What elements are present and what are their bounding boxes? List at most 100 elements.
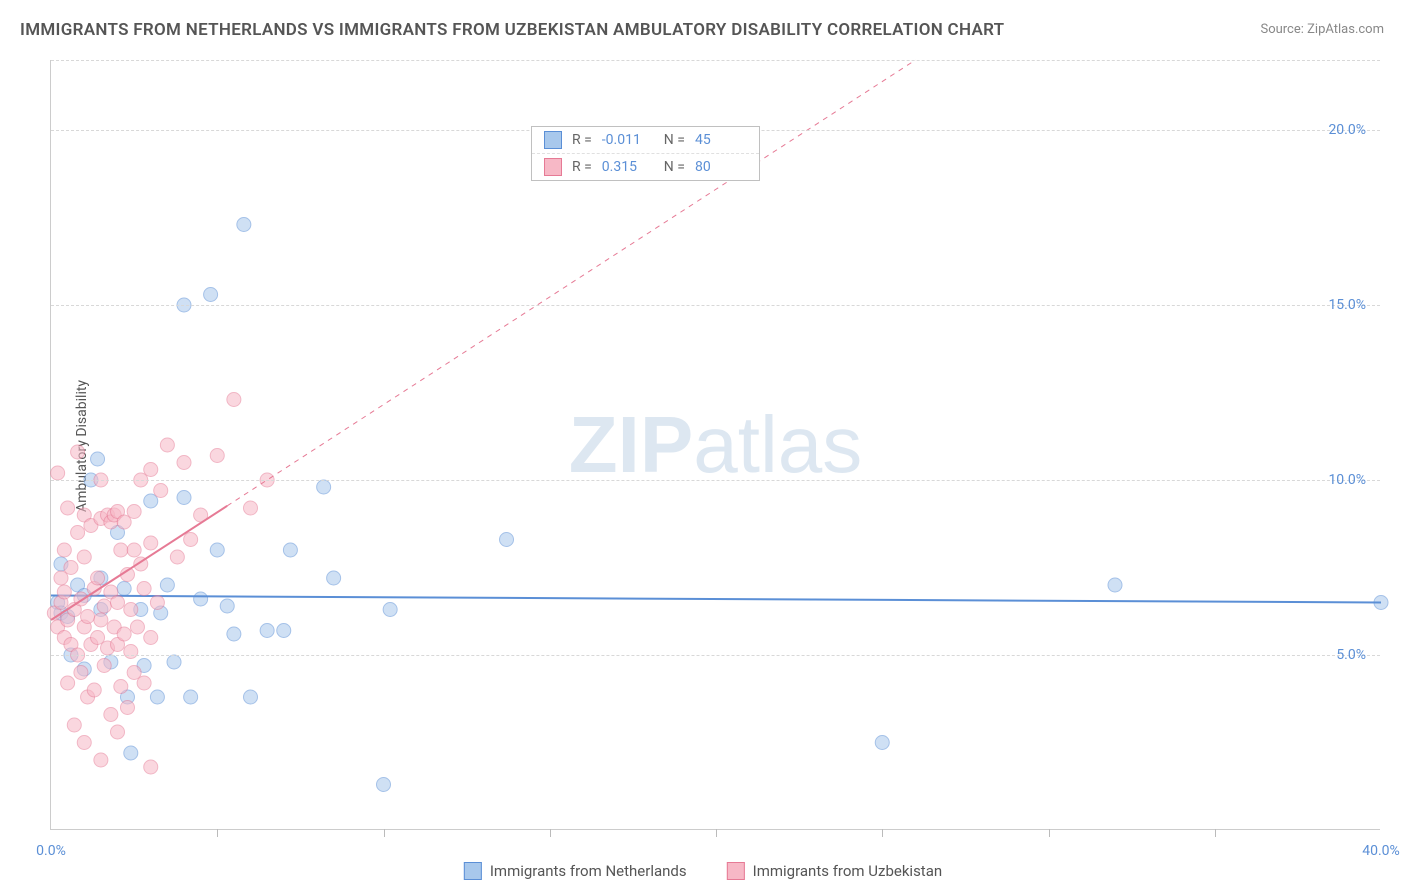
data-point (167, 655, 181, 669)
source-attribution: Source: ZipAtlas.com (1260, 22, 1384, 37)
data-point (260, 624, 274, 638)
data-point (383, 603, 397, 617)
x-tick (217, 829, 218, 837)
data-point (51, 466, 65, 480)
series-legend: Immigrants from Netherlands Immigrants fr… (464, 862, 942, 880)
data-point (210, 449, 224, 463)
stat-r-value: -0.011 (602, 132, 654, 148)
data-point (127, 505, 141, 519)
x-tick (1215, 829, 1216, 837)
data-point (111, 596, 125, 610)
legend-label: Immigrants from Netherlands (490, 862, 687, 880)
legend-swatch (727, 862, 745, 880)
correlation-legend: R = -0.011 N = 45 R = 0.315 N = 80 (531, 126, 760, 181)
stat-n-value: 80 (695, 159, 747, 175)
data-point (283, 543, 297, 557)
data-point (127, 543, 141, 557)
data-point (77, 550, 91, 564)
x-tick (1049, 829, 1050, 837)
data-point (111, 725, 125, 739)
data-point (117, 582, 131, 596)
data-point (77, 736, 91, 750)
data-point (177, 456, 191, 470)
data-point (227, 627, 241, 641)
legend-row: R = -0.011 N = 45 (532, 127, 759, 154)
chart-plot-area: ZIPatlas R =-0.011N =45R =0.315N =80 5.0… (50, 60, 1380, 830)
stat-r-label: R = (572, 132, 592, 148)
data-point (114, 543, 128, 557)
legend-swatch (544, 158, 562, 176)
data-point (104, 708, 118, 722)
data-point (117, 515, 131, 529)
data-point (227, 393, 241, 407)
data-point (875, 736, 889, 750)
chart-title: IMMIGRANTS FROM NETHERLANDS VS IMMIGRANT… (20, 20, 1004, 40)
gridline-h (51, 305, 1380, 306)
data-point (124, 746, 138, 760)
legend-label: Immigrants from Uzbekistan (753, 862, 943, 880)
data-point (91, 631, 105, 645)
data-point (150, 690, 164, 704)
y-tick-label: 20.0% (1328, 122, 1366, 138)
data-point (144, 494, 158, 508)
data-point (150, 596, 164, 610)
legend-swatch (464, 862, 482, 880)
data-point (67, 718, 81, 732)
x-tick-label: 0.0% (36, 843, 66, 859)
y-tick-label: 5.0% (1336, 647, 1366, 663)
data-point (220, 599, 234, 613)
data-point (184, 690, 198, 704)
legend-item: Immigrants from Uzbekistan (727, 862, 943, 880)
data-point (94, 753, 108, 767)
data-point (160, 438, 174, 452)
data-point (377, 778, 391, 792)
data-point (61, 676, 75, 690)
data-point (114, 680, 128, 694)
data-point (91, 571, 105, 585)
x-tick (882, 829, 883, 837)
stat-n-value: 45 (695, 132, 747, 148)
trend-line (51, 596, 1381, 603)
data-point (54, 571, 68, 585)
data-point (144, 631, 158, 645)
x-tick-label: 40.0% (1362, 843, 1400, 859)
data-point (94, 613, 108, 627)
legend-item: Immigrants from Netherlands (464, 862, 687, 880)
data-point (184, 533, 198, 547)
data-point (130, 620, 144, 634)
data-point (210, 543, 224, 557)
data-point (124, 645, 138, 659)
data-point (237, 218, 251, 232)
data-point (327, 571, 341, 585)
data-point (317, 480, 331, 494)
data-point (87, 683, 101, 697)
data-point (1108, 578, 1122, 592)
data-point (194, 592, 208, 606)
gridline-h (51, 60, 1380, 61)
stat-r-value: 0.315 (602, 159, 654, 175)
data-point (117, 627, 131, 641)
data-point (160, 578, 174, 592)
data-point (91, 452, 105, 466)
data-point (97, 659, 111, 673)
legend-row: R = 0.315 N = 80 (532, 154, 759, 180)
data-point (137, 582, 151, 596)
stat-r-label: R = (572, 159, 592, 175)
gridline-h (51, 480, 1380, 481)
data-point (500, 533, 514, 547)
data-point (61, 501, 75, 515)
data-point (124, 603, 138, 617)
data-point (64, 561, 78, 575)
x-tick (384, 829, 385, 837)
data-point (144, 536, 158, 550)
y-tick-label: 10.0% (1328, 472, 1366, 488)
stat-n-label: N = (664, 132, 685, 148)
data-point (57, 543, 71, 557)
data-point (71, 445, 85, 459)
data-point (177, 491, 191, 505)
x-tick (716, 829, 717, 837)
data-point (144, 760, 158, 774)
legend-swatch (544, 131, 562, 149)
data-point (244, 690, 258, 704)
stat-n-label: N = (664, 159, 685, 175)
